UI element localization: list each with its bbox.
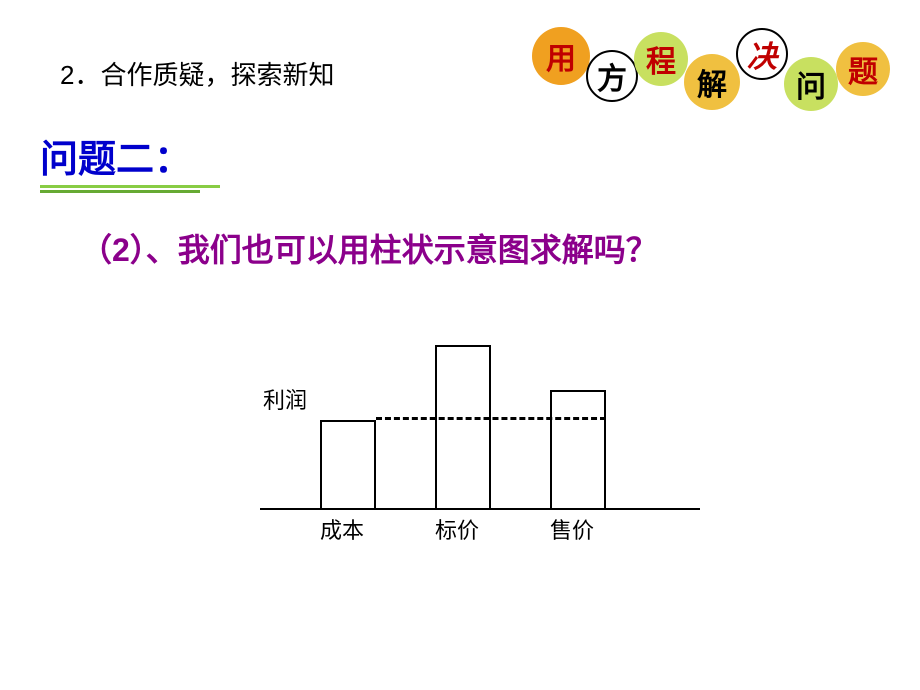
bar-saleprice — [550, 390, 606, 510]
dash-line — [376, 417, 606, 420]
underline-2 — [40, 190, 200, 193]
section-title: 2．合作质疑，探索新知 — [60, 55, 334, 92]
label-listprice: 标价 — [435, 513, 479, 545]
bubble-3: 程 — [634, 32, 688, 86]
bubble-7: 题 — [836, 42, 890, 96]
bubble-5: 决 — [736, 28, 788, 80]
subtitle-text: 问题二： — [40, 128, 220, 183]
profit-label: 利润 — [263, 383, 307, 415]
bar-cost — [320, 420, 376, 510]
bubble-2: 方 — [586, 50, 638, 102]
subtitle-block: 问题二： — [40, 128, 220, 195]
baseline — [260, 508, 700, 510]
label-saleprice: 售价 — [550, 513, 594, 545]
bar-listprice — [435, 345, 491, 510]
label-cost: 成本 — [320, 513, 364, 545]
title-bubbles: 用 方 程 解 决 问 题 — [532, 35, 890, 93]
bubble-6: 问 — [784, 57, 838, 111]
underline-1 — [40, 185, 220, 188]
question-text: （2）、我们也可以用柱状示意图求解吗？ — [80, 225, 658, 271]
bubble-1: 用 — [532, 27, 590, 85]
subtitle-underline — [40, 185, 220, 193]
bar-chart: 利润 成本 标价 售价 — [260, 320, 700, 550]
bubble-4: 解 — [684, 54, 740, 110]
